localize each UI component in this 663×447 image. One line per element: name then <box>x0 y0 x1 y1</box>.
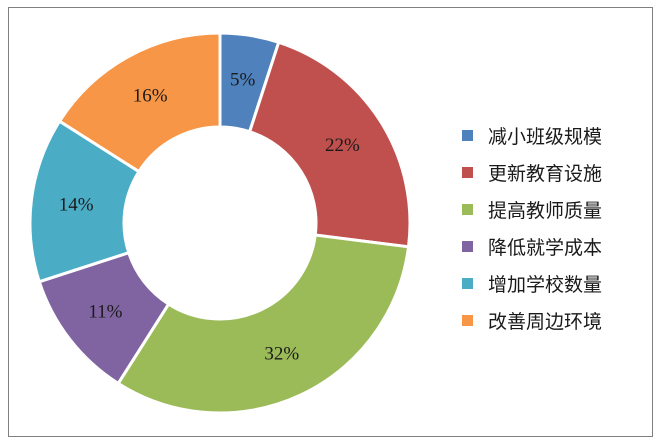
legend-item: 更新教育设施 <box>462 154 652 191</box>
legend-label: 降低就学成本 <box>488 237 603 259</box>
slice-label-2: 22% <box>325 135 360 156</box>
legend-label: 改善周边环境 <box>488 311 603 333</box>
slices-group <box>28 31 412 415</box>
legend-item: 增加学校数量 <box>462 265 652 302</box>
legend-item: 改善周边环境 <box>462 302 652 339</box>
legend-swatch <box>462 130 473 141</box>
legend-item: 提高教师质量 <box>462 191 652 228</box>
legend-swatch <box>462 241 473 252</box>
slice-label-3: 32% <box>264 344 299 365</box>
legend-swatch <box>462 278 473 289</box>
slice-2 <box>247 40 412 249</box>
slice-label-6: 16% <box>133 85 168 106</box>
slice-label-5: 14% <box>59 194 94 215</box>
legend-item: 降低就学成本 <box>462 228 652 265</box>
slice-label-4: 11% <box>88 301 122 322</box>
legend-label: 提高教师质量 <box>488 200 603 222</box>
slice-3 <box>116 233 411 415</box>
chart-legend: 减小班级规模 更新教育设施 提高教师质量 降低就学成本 增加学校数量 改善周边环境 <box>462 117 652 339</box>
legend-label: 减小班级规模 <box>488 126 603 148</box>
legend-item: 减小班级规模 <box>462 117 652 154</box>
legend-label: 增加学校数量 <box>488 274 603 296</box>
slice-6 <box>57 31 222 174</box>
legend-swatch <box>462 315 473 326</box>
legend-swatch <box>462 204 473 215</box>
legend-swatch <box>462 167 473 178</box>
slice-labels-group: 5% 22% 32% 11% 14% 16% <box>59 69 360 364</box>
slice-label-1: 5% <box>230 69 256 90</box>
legend-label: 更新教育设施 <box>488 163 603 185</box>
